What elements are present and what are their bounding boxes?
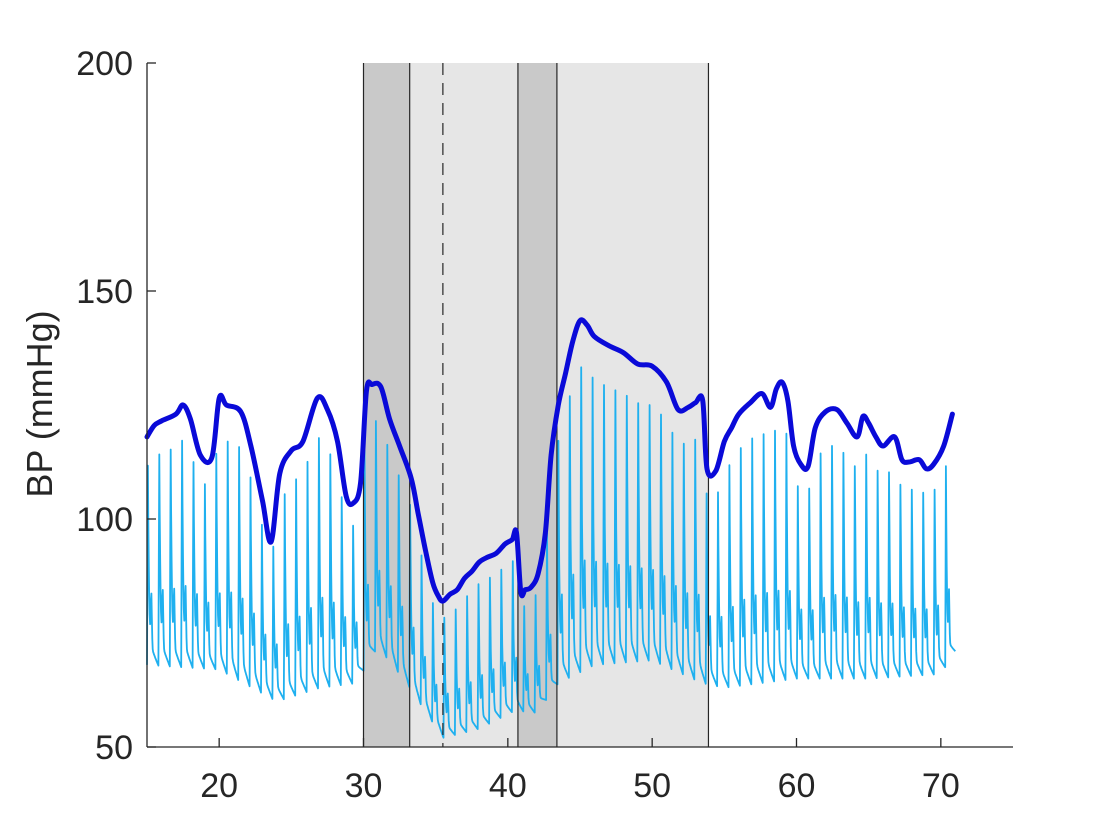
x-tick-label: 20 (200, 767, 238, 805)
y-axis-label: BP (mmHg) (19, 310, 60, 497)
y-tick-label: 50 (95, 729, 133, 767)
x-tick-label: 50 (633, 767, 671, 805)
y-tick-label: 100 (76, 501, 133, 539)
systolic-envelope-series (144, 317, 955, 604)
bp-waveform-line (146, 366, 956, 739)
x-tick-label: 40 (489, 767, 527, 805)
axes (146, 63, 1013, 748)
systolic-envelope-line (144, 317, 955, 604)
x-axis-ticks: 20 30 40 50 60 70 (200, 738, 960, 805)
y-tick-label: 200 (76, 45, 133, 83)
y-tick-label: 150 (76, 273, 133, 311)
bp-waveform-series (146, 366, 956, 739)
x-tick-label: 30 (345, 767, 383, 805)
y-axis-ticks: 50 100 150 200 (76, 45, 156, 767)
shaded-region-2-light (409, 63, 518, 747)
x-tick-label: 60 (778, 767, 816, 805)
x-tick-label: 70 (922, 767, 960, 805)
